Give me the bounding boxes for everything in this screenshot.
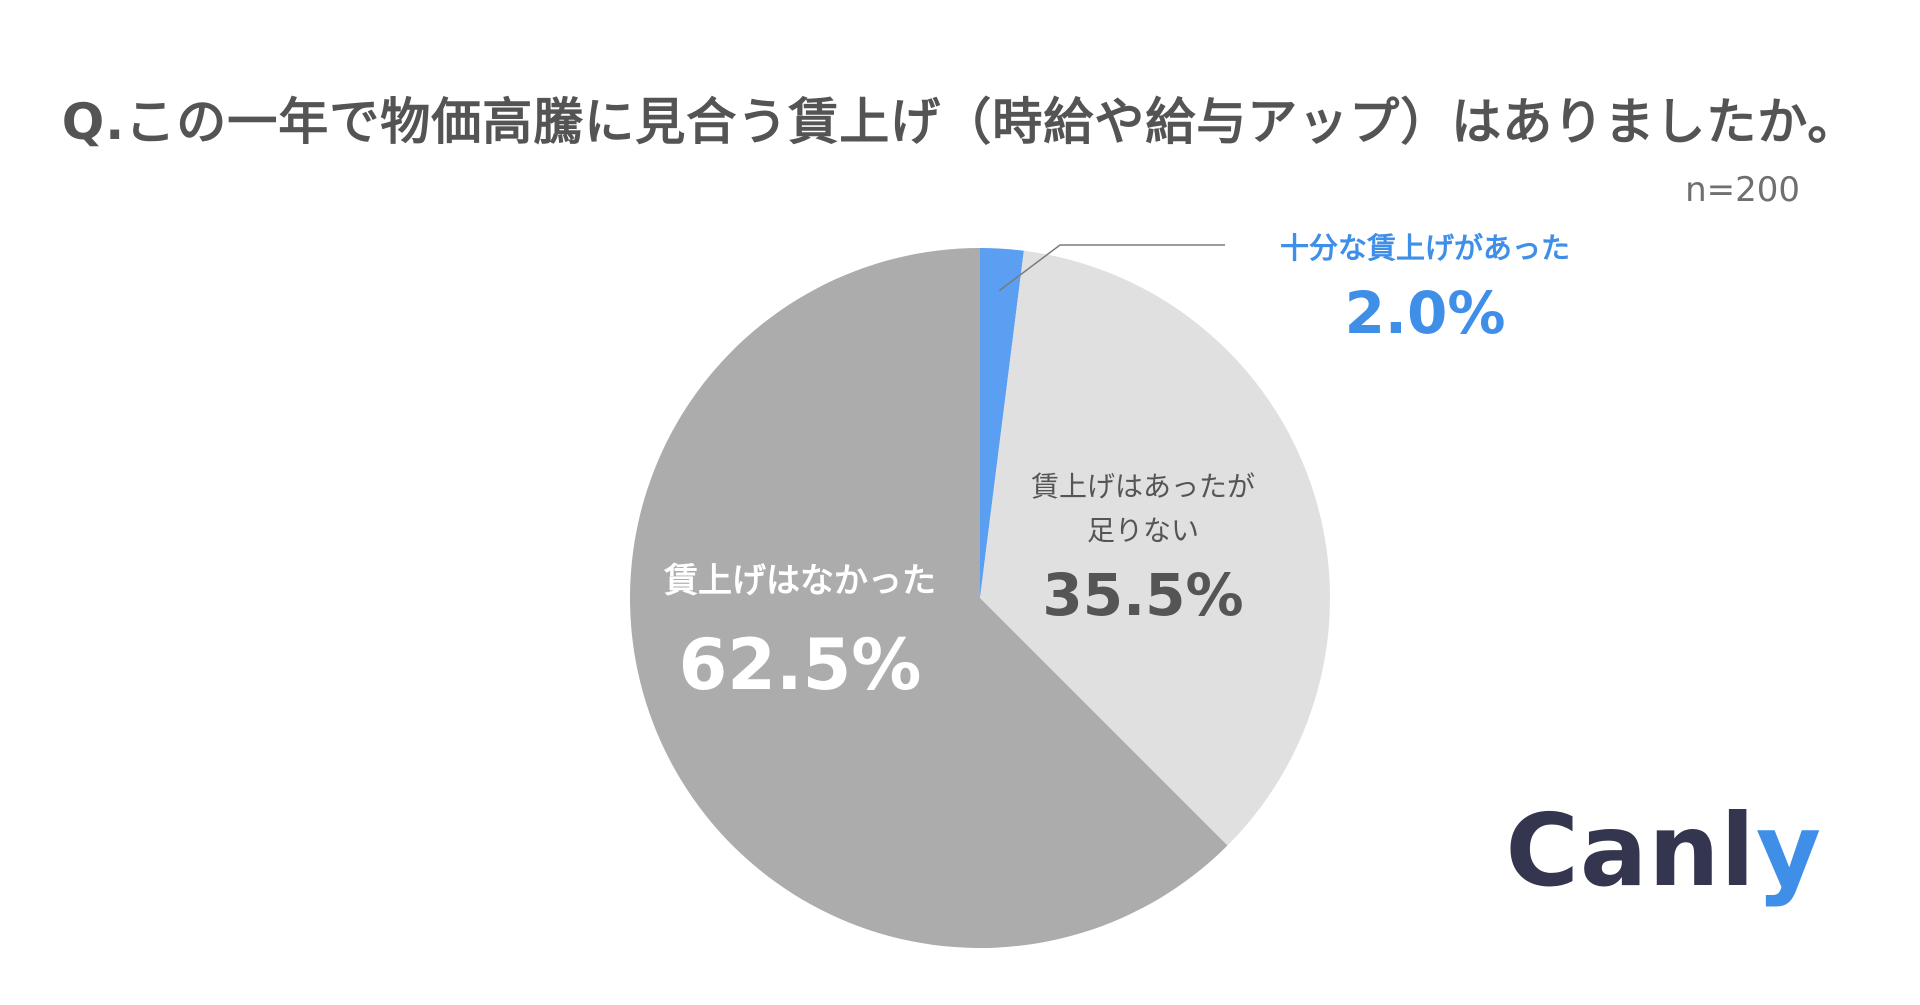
slice-label-none: 賃上げはなかった 62.5% (664, 553, 936, 706)
slice-name-none: 賃上げはなかった (664, 561, 936, 601)
slice-value-none: 62.5% (678, 624, 922, 706)
slice-name-insufficient-line2: 足りない (1086, 514, 1199, 547)
leader-line-sufficient (998, 244, 1225, 292)
logo-text-accent: y (1755, 792, 1822, 909)
slice-value-insufficient: 35.5% (1042, 561, 1244, 629)
slice-name-sufficient: 十分な賃上げがあった (1279, 231, 1571, 265)
slice-value-sufficient: 2.0% (1344, 279, 1506, 347)
pie-slice-sufficient (980, 248, 1024, 598)
pie-slice-insufficient (980, 250, 1330, 846)
sample-size-label: n=200 (1685, 170, 1800, 210)
slice-label-sufficient: 十分な賃上げがあった 2.0% (1280, 225, 1570, 347)
logo-text-main: Canl (1505, 792, 1756, 909)
slice-name-insufficient-line1: 賃上げはあったが (1030, 470, 1255, 503)
slice-label-insufficient: 賃上げはあったが 足りない 35.5% (993, 465, 1293, 629)
pie-slice-none (630, 248, 1228, 948)
canly-logo: Canly (1505, 792, 1822, 909)
chart-title: Q.この一年で物価高騰に見合う賃上げ（時給や給与アップ）はありましたか。 (61, 93, 1859, 151)
